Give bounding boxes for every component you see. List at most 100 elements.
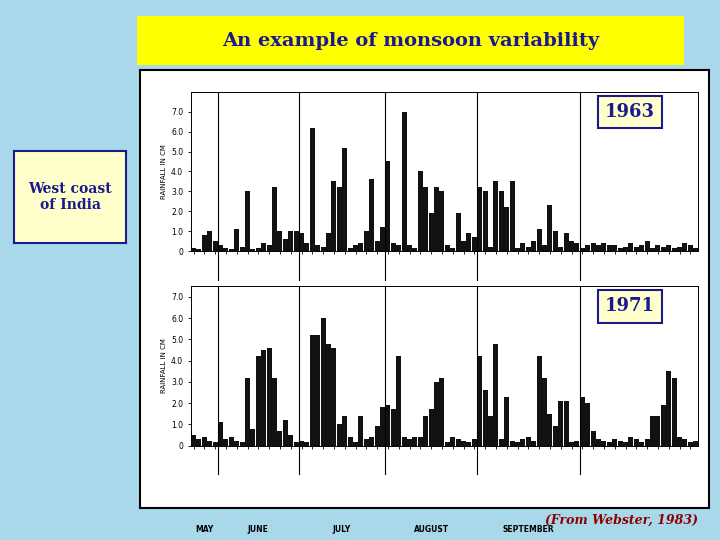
Bar xyxy=(585,245,590,251)
Bar xyxy=(547,205,552,251)
Bar xyxy=(364,231,369,251)
Y-axis label: RAINFALL IN CM: RAINFALL IN CM xyxy=(161,144,167,199)
Bar xyxy=(418,171,423,251)
Bar xyxy=(542,377,547,446)
Bar xyxy=(326,233,331,251)
Text: SEPTEMBER: SEPTEMBER xyxy=(503,525,554,534)
Bar xyxy=(585,403,590,445)
Bar xyxy=(310,127,315,251)
Bar xyxy=(364,439,369,446)
Bar xyxy=(234,441,239,445)
Bar xyxy=(359,243,364,251)
Bar xyxy=(693,441,698,445)
Bar xyxy=(601,441,606,445)
Bar xyxy=(245,191,250,251)
Bar xyxy=(456,439,461,446)
Bar xyxy=(428,213,433,251)
Bar xyxy=(218,245,223,251)
Bar xyxy=(315,335,320,446)
Bar xyxy=(472,237,477,251)
Bar xyxy=(612,439,617,446)
Bar xyxy=(542,245,547,251)
Bar xyxy=(467,233,472,251)
Bar xyxy=(207,231,212,251)
Bar xyxy=(272,187,277,251)
Bar xyxy=(342,147,347,251)
Bar xyxy=(607,245,612,251)
Text: SEPTEMBER: SEPTEMBER xyxy=(503,330,554,340)
Bar xyxy=(661,405,666,446)
Bar xyxy=(305,442,310,446)
Bar xyxy=(590,243,595,251)
Bar xyxy=(461,241,466,251)
Bar xyxy=(310,335,315,446)
Bar xyxy=(251,429,256,446)
Bar xyxy=(251,249,256,251)
Bar xyxy=(629,243,634,251)
Bar xyxy=(288,231,293,251)
Bar xyxy=(229,249,234,251)
Bar xyxy=(396,245,401,251)
Bar xyxy=(477,187,482,251)
Bar xyxy=(618,248,623,251)
Text: 1971: 1971 xyxy=(605,298,655,315)
Bar xyxy=(396,356,401,446)
Bar xyxy=(266,245,271,251)
Bar xyxy=(428,409,433,445)
Bar xyxy=(467,442,472,446)
Bar xyxy=(521,243,526,251)
Bar xyxy=(434,382,439,446)
Bar xyxy=(477,356,482,446)
Bar xyxy=(240,442,245,446)
Bar xyxy=(504,207,509,251)
Bar xyxy=(212,442,217,446)
Bar xyxy=(510,441,515,445)
Bar xyxy=(337,187,342,251)
Bar xyxy=(672,248,677,251)
Bar xyxy=(639,245,644,251)
Bar xyxy=(434,187,439,251)
Bar xyxy=(369,437,374,445)
Bar xyxy=(374,241,379,251)
Bar xyxy=(515,442,520,446)
Bar xyxy=(320,318,325,446)
Bar xyxy=(305,243,310,251)
Bar xyxy=(331,348,336,445)
Bar xyxy=(521,439,526,446)
Bar xyxy=(553,427,558,446)
Bar xyxy=(607,442,612,446)
Bar xyxy=(493,343,498,446)
Bar xyxy=(666,371,671,446)
Bar xyxy=(191,248,196,251)
Bar xyxy=(283,239,288,251)
Bar xyxy=(439,191,444,251)
Bar xyxy=(655,416,660,446)
Bar xyxy=(337,424,342,445)
Bar xyxy=(299,233,304,251)
Text: (From Webster, 1983): (From Webster, 1983) xyxy=(546,514,698,526)
Text: JULY: JULY xyxy=(333,525,351,534)
Bar xyxy=(223,248,228,251)
Bar xyxy=(380,407,385,446)
Bar xyxy=(499,191,504,251)
Y-axis label: RAINFALL IN CM: RAINFALL IN CM xyxy=(161,339,167,393)
Bar xyxy=(688,442,693,446)
Bar xyxy=(391,243,396,251)
Bar xyxy=(531,241,536,251)
Bar xyxy=(493,181,498,251)
Bar xyxy=(207,441,212,445)
Bar xyxy=(342,416,347,446)
Bar xyxy=(601,243,606,251)
Bar xyxy=(590,430,595,445)
Bar xyxy=(580,248,585,251)
Bar xyxy=(266,348,271,445)
Bar xyxy=(234,229,239,251)
Bar xyxy=(644,241,649,251)
Bar xyxy=(402,112,407,251)
Bar xyxy=(229,437,234,445)
Bar xyxy=(677,247,682,251)
Bar xyxy=(650,416,655,446)
Bar xyxy=(618,441,623,445)
Bar xyxy=(472,439,477,446)
Bar xyxy=(320,247,325,251)
